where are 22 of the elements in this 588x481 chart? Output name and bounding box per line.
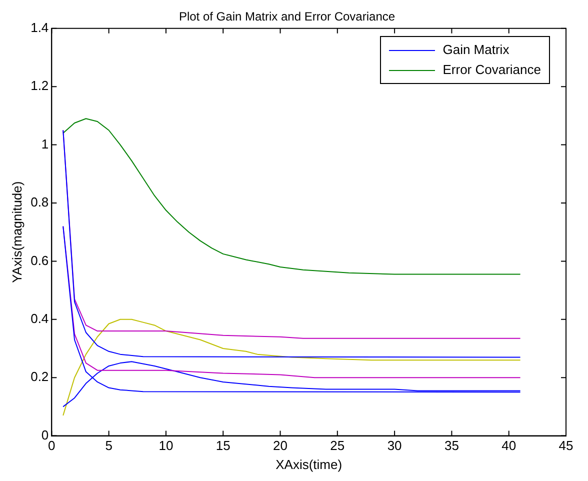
y-tick-label: 0.8 [30,194,49,210]
x-tick-label: 25 [330,438,345,454]
y-axis-title: YAxis(magnitude) [9,181,24,283]
x-tick-label: 45 [558,438,574,454]
legend-label: Gain Matrix [442,41,510,59]
y-tick-label: 0 [41,427,49,442]
y-tick-label: 0.4 [30,310,49,326]
y-tick-label: 1.2 [30,78,49,94]
x-tick-label: 10 [158,438,174,454]
y-tick-label: 0.2 [30,369,49,384]
chart-title: Plot of Gain Matrix and Error Covariance [178,10,396,24]
x-tick-label: 15 [216,438,230,454]
x-tick-label: 5 [105,438,112,454]
y-tick-label: 1 [41,136,49,152]
y-tick-label: 0.6 [30,252,49,268]
x-axis-title: XAxis(time) [276,456,342,472]
x-tick-label: 30 [387,438,402,454]
y-tick-label: 1.4 [30,20,49,35]
legend-label: Error Covariance [442,61,541,79]
x-tick-label: 40 [502,438,516,454]
x-tick-label: 35 [444,438,459,454]
x-tick-label: 20 [273,438,288,454]
